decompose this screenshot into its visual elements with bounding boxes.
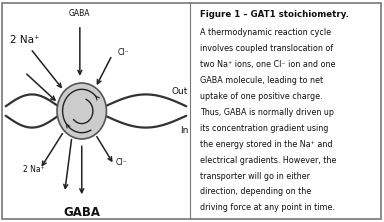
Text: transporter will go in either: transporter will go in either [200, 172, 310, 180]
Text: GABA molecule, leading to net: GABA molecule, leading to net [200, 76, 323, 85]
Text: GABA: GABA [69, 9, 91, 18]
Text: the energy stored in the Na⁺ and: the energy stored in the Na⁺ and [200, 140, 332, 149]
Text: driving force at any point in time.: driving force at any point in time. [200, 203, 334, 212]
Text: electrical gradients. However, the: electrical gradients. However, the [200, 156, 336, 165]
Circle shape [57, 83, 106, 139]
Text: GABA: GABA [63, 206, 100, 219]
Text: two Na⁺ ions, one Cl⁻ ion and one: two Na⁺ ions, one Cl⁻ ion and one [200, 60, 335, 69]
Text: direction, depending on the: direction, depending on the [200, 187, 311, 196]
Text: 2 Na⁺: 2 Na⁺ [10, 35, 40, 45]
Text: 2 Na⁺: 2 Na⁺ [23, 165, 45, 174]
Text: Cl⁻: Cl⁻ [116, 158, 127, 167]
Text: its concentration gradient using: its concentration gradient using [200, 124, 328, 133]
Text: Cl⁻: Cl⁻ [118, 48, 129, 57]
Text: involves coupled translocation of: involves coupled translocation of [200, 44, 333, 53]
Text: Figure 1 – GAT1 stoichiometry.: Figure 1 – GAT1 stoichiometry. [200, 10, 349, 19]
Text: Thus, GABA is normally driven up: Thus, GABA is normally driven up [200, 108, 334, 117]
Text: In: In [180, 126, 188, 135]
Text: Out: Out [172, 87, 188, 96]
Text: A thermodynamic reaction cycle: A thermodynamic reaction cycle [200, 28, 331, 37]
Text: uptake of one positive charge.: uptake of one positive charge. [200, 92, 322, 101]
